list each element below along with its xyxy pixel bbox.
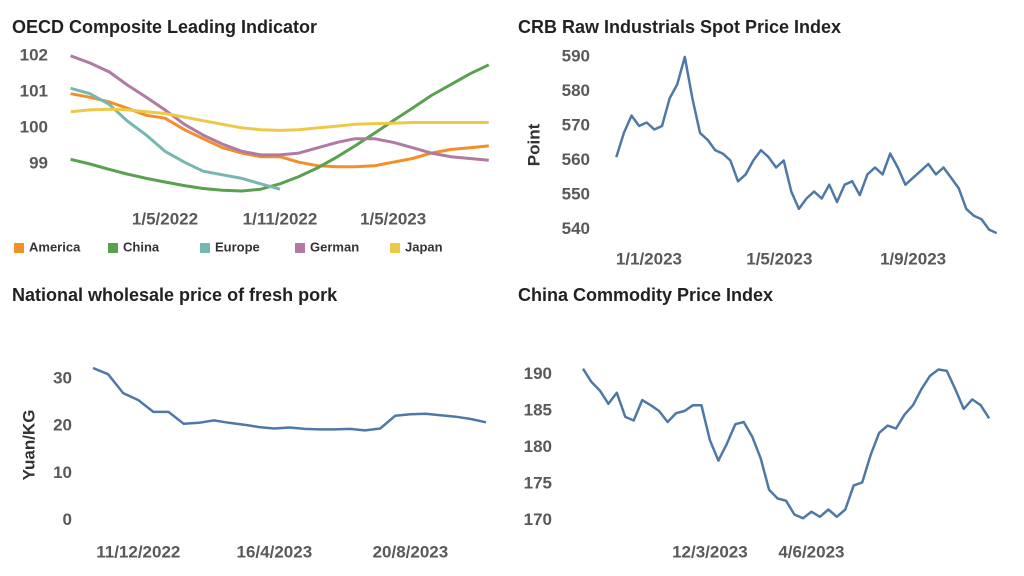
legend-label: Japan: [405, 239, 443, 254]
chart-title: CRB Raw Industrials Spot Price Index: [518, 17, 841, 37]
line: [70, 107, 489, 132]
y-tick-label: 550: [562, 185, 590, 204]
legend-label: China: [123, 239, 160, 254]
y-tick-label: 99: [29, 153, 48, 172]
y-axis-title: Point: [524, 123, 543, 166]
x-tick-label: 12/3/2023: [672, 542, 748, 561]
line: [70, 92, 489, 169]
line: [615, 55, 998, 235]
chart-title: China Commodity Price Index: [518, 285, 773, 305]
y-tick-label: 20: [53, 416, 72, 435]
line: [70, 54, 489, 162]
x-tick-label: 4/6/2023: [778, 542, 844, 561]
legend-swatch: [390, 243, 400, 253]
line: [70, 86, 281, 191]
x-tick-label: 16/4/2023: [237, 542, 313, 561]
y-axis-title: Yuan/KG: [19, 410, 38, 481]
line: [70, 63, 490, 193]
y-tick-label: 100: [20, 117, 48, 136]
y-tick-label: 170: [524, 510, 552, 529]
legend-swatch: [200, 243, 210, 253]
x-tick-label: 1/1/2023: [616, 249, 682, 268]
legend-swatch: [108, 243, 118, 253]
x-tick-label: 11/12/2022: [96, 542, 180, 561]
y-tick-label: 175: [524, 473, 552, 492]
y-tick-label: 590: [562, 46, 590, 65]
y-tick-label: 540: [562, 219, 590, 238]
y-tick-label: 560: [562, 150, 590, 169]
y-tick-label: 102: [20, 45, 48, 64]
y-tick-label: 0: [63, 510, 72, 529]
x-tick-label: 1/5/2023: [746, 249, 812, 268]
legend-label: America: [29, 239, 81, 254]
y-tick-label: 180: [524, 437, 552, 456]
line: [581, 368, 991, 520]
x-tick-label: 1/11/2022: [243, 209, 318, 228]
x-tick-label: 1/5/2023: [360, 209, 426, 228]
y-tick-label: 570: [562, 115, 590, 134]
legend-label: Europe: [215, 239, 260, 254]
y-tick-label: 30: [53, 368, 72, 387]
y-tick-label: 101: [20, 81, 48, 100]
x-tick-label: 1/5/2022: [132, 209, 198, 228]
line: [92, 366, 487, 432]
x-tick-label: 1/9/2023: [880, 249, 946, 268]
chart-title: OECD Composite Leading Indicator: [12, 17, 317, 37]
y-tick-label: 190: [524, 364, 552, 383]
x-tick-label: 20/8/2023: [373, 542, 449, 561]
legend-label: German: [310, 239, 359, 254]
y-tick-label: 185: [524, 401, 552, 420]
chart-title: National wholesale price of fresh pork: [12, 285, 338, 305]
y-tick-label: 580: [562, 81, 590, 100]
legend-swatch: [14, 243, 24, 253]
legend-swatch: [295, 243, 305, 253]
y-tick-label: 10: [53, 463, 72, 482]
